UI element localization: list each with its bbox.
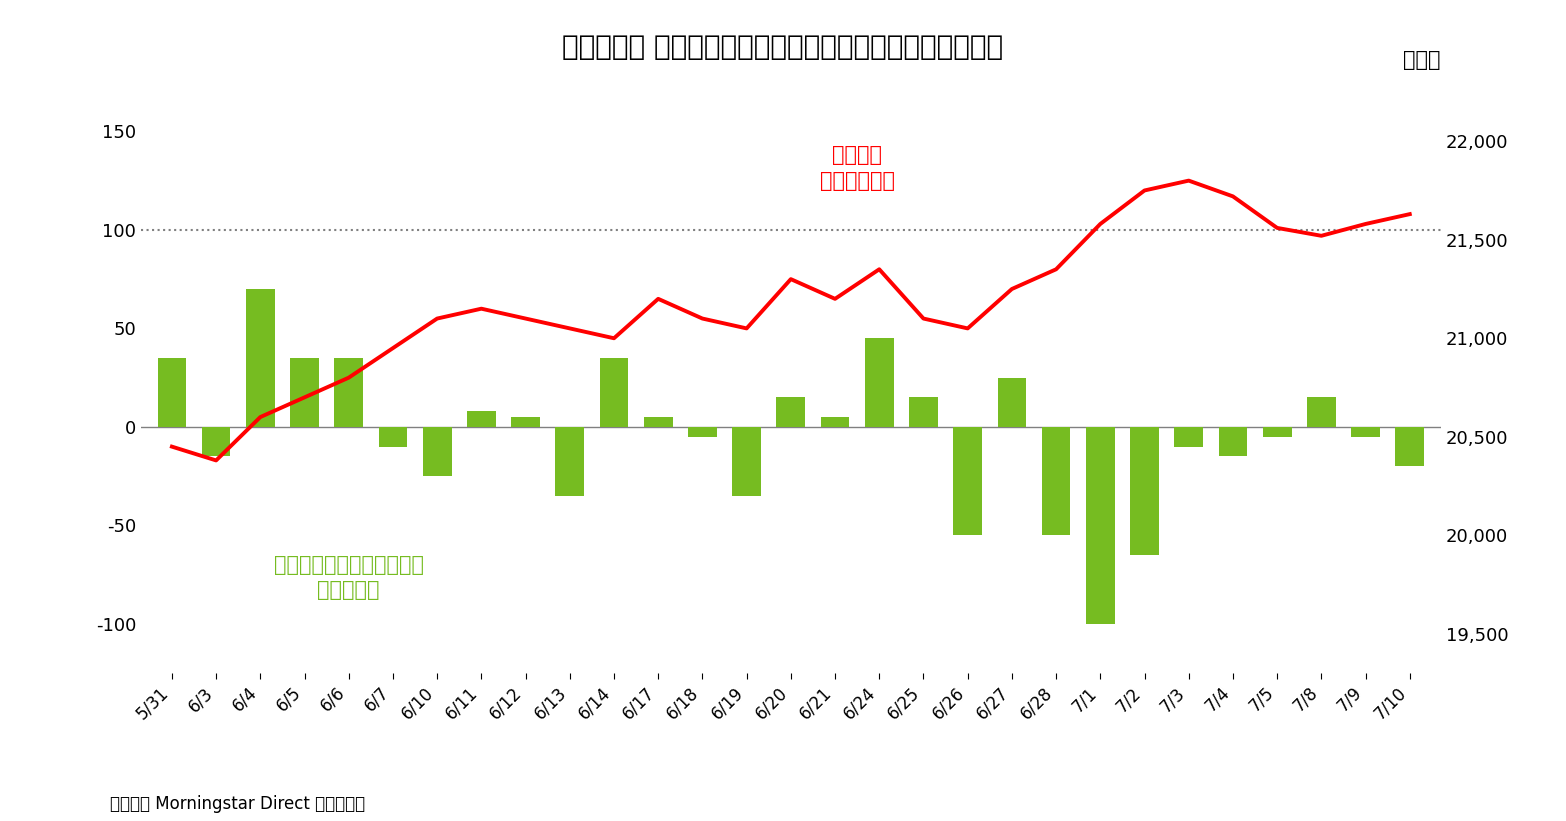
Bar (1308, 397, 1336, 427)
Text: インデックス・ファンドの: インデックス・ファンドの (274, 555, 424, 575)
Text: 株価（右軸）: 株価（右軸） (819, 171, 894, 190)
Bar (556, 427, 584, 496)
Bar (821, 417, 849, 427)
Bar (1262, 427, 1292, 437)
Text: 日経平均: 日経平均 (832, 145, 882, 165)
Bar (954, 427, 982, 535)
Bar (423, 427, 451, 476)
Bar (644, 417, 672, 427)
Bar (998, 378, 1026, 427)
Text: 》図表１》 インデックス・ファンドの日次推計資金流出入: 》図表１》 インデックス・ファンドの日次推計資金流出入 (562, 33, 1004, 61)
Bar (158, 358, 186, 427)
Bar (864, 338, 894, 427)
Bar (379, 427, 407, 447)
Bar (335, 358, 363, 427)
Bar (733, 427, 761, 496)
Bar (202, 427, 230, 456)
Bar (777, 397, 805, 427)
Bar (910, 397, 938, 427)
Bar (1131, 427, 1159, 555)
Bar (1351, 427, 1380, 437)
Bar (1041, 427, 1071, 535)
Text: （資料） Morningstar Direct より作成。: （資料） Morningstar Direct より作成。 (110, 795, 365, 813)
Bar (600, 358, 628, 427)
Bar (1085, 427, 1115, 624)
Bar (246, 289, 274, 427)
Bar (467, 411, 496, 427)
Bar (1395, 427, 1423, 466)
Bar (687, 427, 717, 437)
Bar (1174, 427, 1203, 447)
Text: （円）: （円） (1403, 50, 1441, 71)
Text: 資金流出入: 資金流出入 (318, 580, 381, 600)
Bar (511, 417, 540, 427)
Bar (1218, 427, 1247, 456)
Bar (290, 358, 319, 427)
